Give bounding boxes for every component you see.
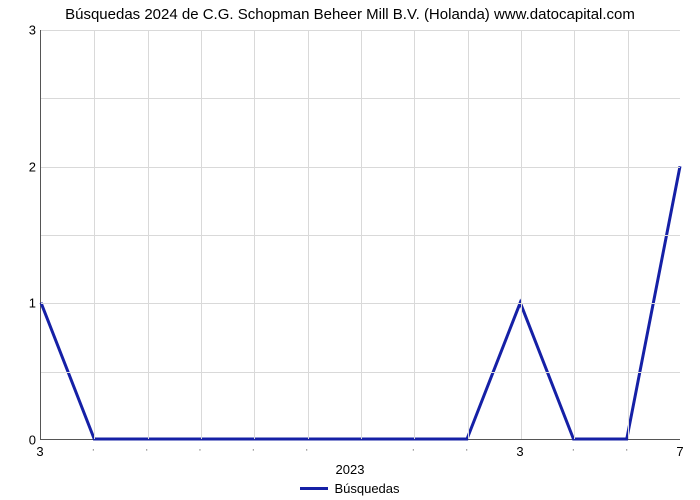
x-minor-tick: ·: [571, 444, 575, 456]
x-minor-tick: ·: [251, 444, 255, 456]
vgrid-line: [201, 30, 202, 439]
vgrid-line: [148, 30, 149, 439]
chart-title: Búsquedas 2024 de C.G. Schopman Beheer M…: [0, 6, 700, 23]
x-minor-tick: ·: [305, 444, 309, 456]
vgrid-line: [521, 30, 522, 439]
y-tick-label: 1: [6, 296, 36, 311]
plot-area: [40, 30, 680, 440]
x-minor-tick: ·: [411, 444, 415, 456]
vgrid-line: [574, 30, 575, 439]
legend-label: Búsquedas: [334, 481, 399, 496]
vgrid-line: [308, 30, 309, 439]
x-tick-label: 7: [676, 444, 683, 459]
y-tick-label: 0: [6, 433, 36, 448]
x-minor-tick: ·: [145, 444, 149, 456]
legend-swatch: [300, 487, 328, 490]
x-tick-label: 3: [516, 444, 523, 459]
chart-container: Búsquedas 2024 de C.G. Schopman Beheer M…: [0, 0, 700, 500]
x-minor-tick: ·: [91, 444, 95, 456]
vgrid-line: [414, 30, 415, 439]
x-minor-tick: ·: [625, 444, 629, 456]
x-minor-tick: ·: [198, 444, 202, 456]
x-tick-label: 3: [36, 444, 43, 459]
vgrid-line: [468, 30, 469, 439]
vgrid-line: [628, 30, 629, 439]
vgrid-line: [94, 30, 95, 439]
x-axis-label: 2023: [0, 462, 700, 477]
vgrid-line: [254, 30, 255, 439]
x-minor-tick: ·: [465, 444, 469, 456]
y-tick-label: 3: [6, 23, 36, 38]
y-tick-label: 2: [6, 159, 36, 174]
legend: Búsquedas: [0, 480, 700, 496]
vgrid-line: [361, 30, 362, 439]
